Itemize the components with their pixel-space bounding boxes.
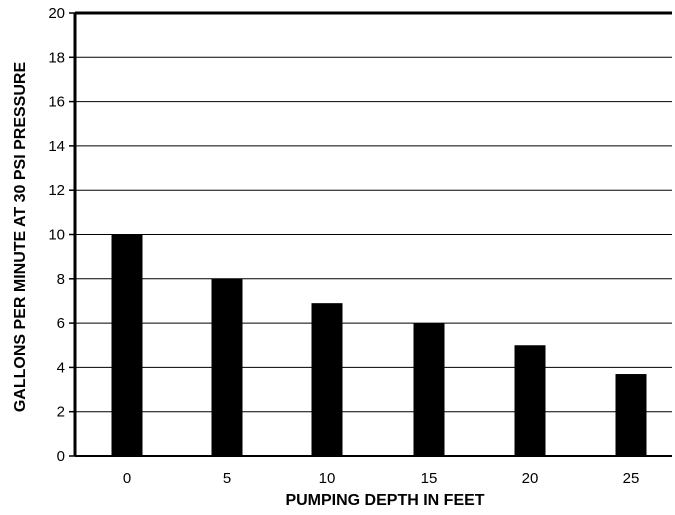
y-tick-label-2: 2 [57,404,65,421]
x-axis-title: PUMPING DEPTH IN FEET [285,492,484,509]
x-tick-label-0: 0 [123,470,131,487]
y-tick-label-6: 6 [57,315,65,332]
y-tick-label-20: 20 [48,5,65,22]
y-tick-label-16: 16 [48,94,65,111]
y-tick-label-12: 12 [48,182,65,199]
y-tick-label-14: 14 [48,138,65,155]
x-tick-labels: 0 5 10 15 20 25 [123,470,640,487]
y-tick-label-4: 4 [57,359,65,376]
bar-25 [615,374,647,456]
gridlines [75,56,672,413]
y-tick-labels: 0 2 4 6 8 10 12 14 16 18 20 [48,5,75,465]
y-axis-title: GALLONS PER MINUTE AT 30 PSI PRESSURE [12,62,29,413]
bar-0 [111,234,143,456]
bar-5 [211,278,243,456]
y-tick-label-18: 18 [48,49,65,66]
x-tick-label-15: 15 [421,470,438,487]
x-tick-label-25: 25 [623,470,640,487]
y-tick-label-8: 8 [57,271,65,288]
bar-20 [514,345,546,456]
bar-10 [311,303,343,456]
x-tick-label-20: 20 [522,470,539,487]
x-tick-label-5: 5 [223,470,231,487]
x-tick-label-10: 10 [319,470,336,487]
y-tick-label-10: 10 [48,227,65,244]
bar-15 [413,323,445,456]
y-tick-label-0: 0 [57,448,65,465]
bars [111,234,647,456]
